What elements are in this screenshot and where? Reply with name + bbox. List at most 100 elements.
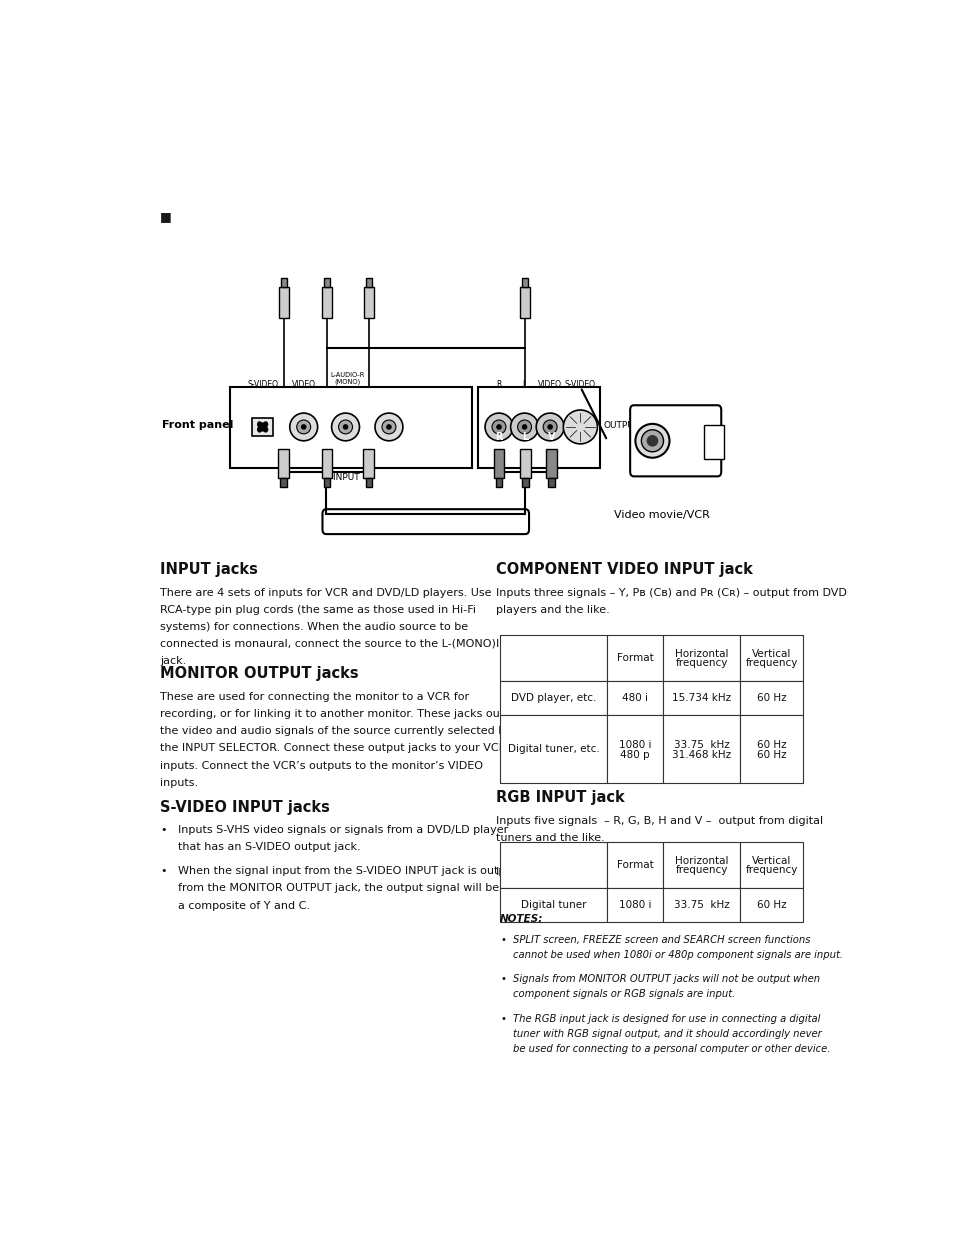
Bar	[499, 715, 607, 783]
Text: 33.75  kHz: 33.75 kHz	[673, 900, 729, 910]
Text: When the signal input from the S-VIDEO INPUT jack is output: When the signal input from the S-VIDEO I…	[178, 867, 517, 877]
Bar	[321, 287, 332, 317]
Text: COMPONENT VIDEO INPUT jack: COMPONENT VIDEO INPUT jack	[496, 562, 753, 577]
Ellipse shape	[492, 420, 505, 433]
Text: Input format in which images can be received.: Input format in which images can be rece…	[496, 867, 756, 877]
Text: frequency: frequency	[744, 866, 797, 876]
Bar	[740, 888, 802, 923]
Text: 480 p: 480 p	[619, 751, 649, 761]
Bar	[363, 287, 374, 317]
Bar	[703, 425, 723, 459]
Bar	[606, 888, 662, 923]
Text: These are used for connecting the monitor to a VCR for: These are used for connecting the monito…	[160, 692, 469, 703]
Text: •: •	[160, 825, 166, 835]
Bar	[546, 448, 557, 478]
Bar	[499, 888, 607, 923]
Text: Video movie/VCR: Video movie/VCR	[613, 510, 709, 520]
Bar	[499, 680, 607, 715]
Ellipse shape	[497, 425, 500, 429]
Text: INPUT 4: INPUT 4	[333, 473, 368, 482]
Text: The RGB input jack is designed for use in connecting a digital: The RGB input jack is designed for use i…	[513, 1014, 820, 1024]
Bar	[519, 287, 530, 317]
Bar	[662, 635, 740, 680]
Text: VIDEO: VIDEO	[537, 380, 561, 389]
Text: SPLIT screen, FREEZE screen and SEARCH screen functions: SPLIT screen, FREEZE screen and SEARCH s…	[513, 935, 810, 945]
Ellipse shape	[647, 436, 657, 446]
Text: players and the like.: players and the like.	[496, 605, 609, 615]
Ellipse shape	[290, 412, 317, 441]
Bar	[740, 715, 802, 783]
Text: RCA-type pin plug cords (the same as those used in Hi-Fi: RCA-type pin plug cords (the same as tho…	[160, 605, 476, 615]
Circle shape	[259, 422, 266, 431]
Text: Vertical: Vertical	[751, 648, 791, 658]
Ellipse shape	[387, 425, 391, 429]
Ellipse shape	[301, 425, 306, 429]
Text: OUTPUT: OUTPUT	[603, 421, 639, 430]
Text: 1080 i: 1080 i	[618, 900, 651, 910]
Text: INPUT jacks: INPUT jacks	[160, 562, 257, 577]
Text: Inputs S-VHS video signals or signals from a DVD/LD player: Inputs S-VHS video signals or signals fr…	[178, 825, 508, 835]
Bar	[477, 387, 599, 468]
Text: Horizontal: Horizontal	[674, 648, 727, 658]
Ellipse shape	[522, 425, 526, 429]
Ellipse shape	[635, 424, 669, 458]
Text: S-VIDEO: S-VIDEO	[247, 380, 278, 389]
Bar	[363, 448, 374, 478]
Bar	[606, 842, 662, 888]
Text: Inputs three signals – Y, Pʙ (Cʙ) and Pʀ (Cʀ) – output from DVD: Inputs three signals – Y, Pʙ (Cʙ) and Pʀ…	[496, 588, 846, 598]
Bar	[606, 715, 662, 783]
Text: a composite of Y and C.: a composite of Y and C.	[178, 900, 310, 910]
Text: recording, or for linking it to another monitor. These jacks output: recording, or for linking it to another …	[160, 709, 522, 719]
Circle shape	[257, 427, 261, 432]
Ellipse shape	[562, 410, 597, 443]
Text: •: •	[499, 1014, 505, 1024]
Text: VIDEO: VIDEO	[292, 380, 315, 389]
Bar	[606, 635, 662, 680]
Text: •: •	[499, 974, 505, 984]
Text: the INPUT SELECTOR. Connect these output jacks to your VCR’s: the INPUT SELECTOR. Connect these output…	[160, 743, 515, 753]
Bar	[365, 278, 372, 287]
Text: connected is monaural, connect the source to the L-(MONO): connected is monaural, connect the sourc…	[160, 638, 496, 648]
Text: 60 Hz: 60 Hz	[756, 693, 785, 703]
Text: 31.468 kHz: 31.468 kHz	[671, 751, 730, 761]
Ellipse shape	[536, 412, 563, 441]
Text: the video and audio signals of the source currently selected by: the video and audio signals of the sourc…	[160, 726, 511, 736]
Ellipse shape	[343, 425, 347, 429]
Ellipse shape	[375, 412, 402, 441]
Text: ■: ■	[160, 210, 172, 224]
Text: •: •	[499, 935, 505, 945]
Bar	[499, 842, 607, 888]
Text: tuners and the like.: tuners and the like.	[496, 832, 604, 842]
Bar	[496, 478, 501, 487]
Text: There are 4 sets of inputs for VCR and DVD/LD players. Use: There are 4 sets of inputs for VCR and D…	[160, 588, 491, 598]
Text: •: •	[160, 867, 166, 877]
Ellipse shape	[484, 412, 513, 441]
Text: S-VIDEO: S-VIDEO	[564, 380, 596, 389]
Ellipse shape	[547, 425, 552, 429]
Bar	[662, 842, 740, 888]
Text: V: V	[547, 432, 555, 442]
Text: Format: Format	[616, 861, 653, 871]
Bar	[548, 478, 555, 487]
Text: that has an S-VIDEO output jack.: that has an S-VIDEO output jack.	[178, 842, 360, 852]
Text: systems) for connections. When the audio source to be: systems) for connections. When the audio…	[160, 621, 468, 632]
Circle shape	[257, 422, 261, 427]
Text: DVD player, etc.: DVD player, etc.	[511, 693, 596, 703]
Text: RGB INPUT jack: RGB INPUT jack	[496, 790, 624, 805]
Bar	[278, 448, 289, 478]
Text: L-AUDIO-R
(MONO): L-AUDIO-R (MONO)	[331, 372, 365, 385]
Bar	[740, 635, 802, 680]
Text: jack.: jack.	[160, 656, 186, 666]
Ellipse shape	[640, 430, 663, 452]
Text: 60 Hz: 60 Hz	[756, 900, 785, 910]
Text: frequency: frequency	[744, 658, 797, 668]
Bar	[662, 715, 740, 783]
Text: Input formats in which images can be received.: Input formats in which images can be rec…	[496, 638, 761, 648]
Text: cannot be used when 1080i or 480p component signals are input.: cannot be used when 1080i or 480p compon…	[513, 950, 842, 960]
Text: L: L	[522, 380, 526, 389]
Text: Signals from MONITOR OUTPUT jacks will not be output when: Signals from MONITOR OUTPUT jacks will n…	[513, 974, 820, 984]
Circle shape	[264, 427, 267, 432]
Bar	[662, 680, 740, 715]
Text: V: V	[279, 432, 287, 442]
Text: 60 Hz: 60 Hz	[756, 751, 785, 761]
